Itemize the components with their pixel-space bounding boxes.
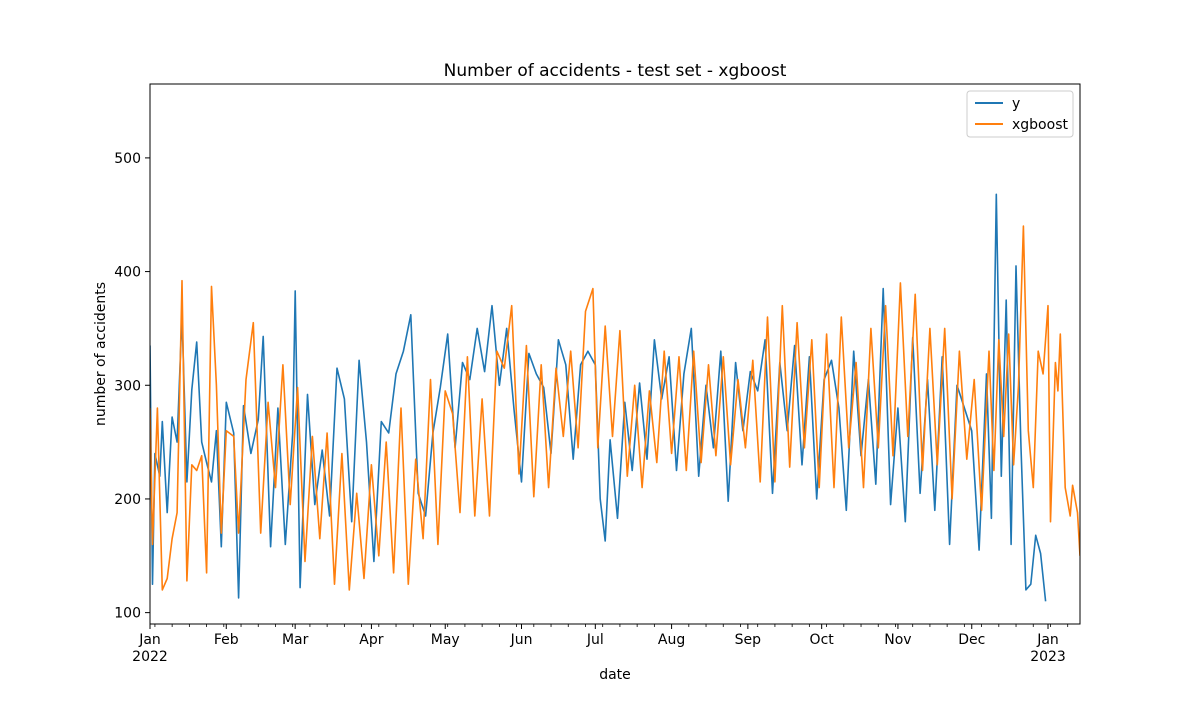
legend-label-xgboost: xgboost [1012, 117, 1068, 133]
chart-title: Number of accidents - test set - xgboost [444, 61, 787, 81]
y-tick-label: 400 [114, 265, 141, 281]
x-tick-label: Apr [359, 632, 383, 648]
x-tick-label: Nov [884, 632, 911, 648]
series-line-y [150, 193, 1047, 602]
series-line-xgboost [150, 225, 1080, 591]
x-tick-label: Jan [138, 632, 161, 648]
x-axis-label: date [599, 667, 631, 683]
x-tick-year-label: 2022 [132, 649, 168, 665]
y-axis: 100 200 300 400 500 [114, 151, 150, 622]
x-tick-label: Jun [510, 632, 533, 648]
y-tick-label: 500 [114, 151, 141, 167]
y-tick-label: 300 [114, 378, 141, 394]
x-tick-label: Jul [586, 632, 604, 648]
legend-label-y: y [1012, 96, 1020, 112]
x-tick-label: Mar [282, 632, 309, 648]
y-tick-label: 100 [114, 606, 141, 622]
x-tick-label: Sep [735, 632, 762, 648]
x-tick-label: May [431, 632, 460, 648]
x-tick-label: Dec [958, 632, 985, 648]
plot-frame [149, 83, 1081, 625]
legend: y xgboost [966, 90, 1074, 138]
x-tick-label: Jan [1036, 632, 1059, 648]
y-tick-label: 200 [114, 492, 141, 508]
x-tick-label: Aug [658, 632, 685, 648]
x-tick-label: Feb [214, 632, 239, 648]
x-tick-year-label: 2023 [1030, 649, 1066, 665]
x-tick-label: Oct [810, 632, 835, 648]
series-layer [150, 193, 1080, 602]
y-axis-label: number of accidents [93, 282, 109, 426]
